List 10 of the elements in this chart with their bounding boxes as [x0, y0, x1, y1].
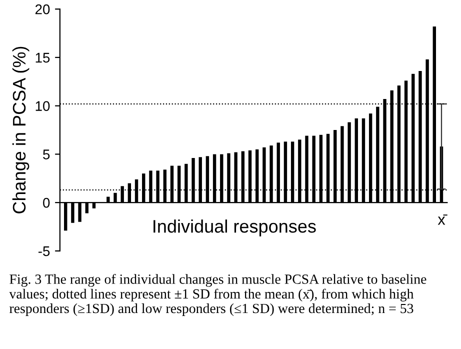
y-tick-label: 15 — [36, 52, 50, 63]
y-axis-title: Change in PCSA (%) — [12, 46, 30, 214]
x-tick-label: x̄ — [438, 214, 448, 225]
caption: Fig. 3 The range of individual changes in muscle PCSA relative to baseline values; dotted lines represent ±1 SD from the mean (x̄), from which high responders (≥1SD) and low responders (≤1 SD) were determined; n = 53 — [9, 274, 426, 316]
y-tick-label: -5 — [38, 246, 50, 256]
y-tick-label: 5 — [43, 150, 50, 160]
x-axis-title: Individual responses — [154, 219, 316, 236]
y-tick-label: 20 — [35, 4, 50, 14]
y-tick-label: 0 — [43, 198, 50, 208]
y-tick-label: 10 — [36, 101, 50, 111]
